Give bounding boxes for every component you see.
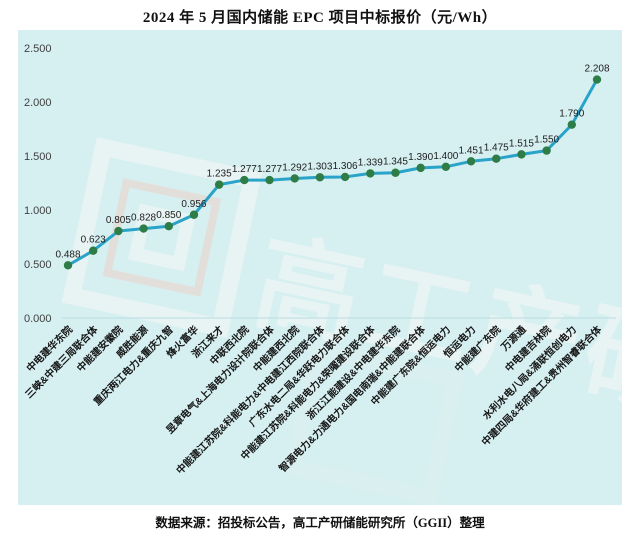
data-source-note: 数据来源：招投标公告，高工产研储能研究所（GGII）整理 [155, 516, 485, 530]
chart-area: 高工产研 0.000 0.500 1.000 1.500 2.000 2.500 中电建华… [18, 30, 622, 505]
watermark-ghost-square [283, 340, 465, 505]
price-line [66, 78, 599, 267]
data-point-marker [567, 120, 577, 129]
data-point-value: 1.451 [459, 145, 484, 156]
data-point-marker [164, 222, 173, 231]
data-point-marker [189, 210, 199, 219]
data-point-marker [139, 224, 148, 233]
watermark: 高工产研 [61, 137, 622, 505]
data-point-value: 1.345 [383, 157, 408, 168]
data-point-marker [542, 146, 551, 155]
data-point-marker [315, 173, 325, 182]
y-tick-label: 2.500 [24, 43, 52, 55]
watermark-logo-inner-square [128, 203, 196, 272]
data-point-value: 1.277 [257, 164, 282, 175]
data-point-value: 1.515 [509, 138, 534, 149]
data-point-marker [214, 180, 224, 189]
data-point-marker [114, 226, 123, 236]
data-point-value: 1.235 [207, 169, 232, 180]
data-point-marker [517, 150, 526, 159]
data-point-value: 1.550 [534, 135, 559, 146]
y-axis-labels: 0.000 0.500 1.000 1.500 2.000 2.500 [24, 43, 616, 325]
data-point-marker [63, 261, 73, 270]
data-point-marker [290, 174, 299, 183]
data-point-marker [340, 172, 350, 182]
data-point-marker [265, 175, 274, 185]
data-point-value: 1.339 [358, 157, 383, 168]
y-tick-label: 0.500 [24, 259, 52, 271]
data-point-value: 0.956 [181, 199, 206, 210]
data-point-markers [63, 75, 602, 270]
data-point-value: 1.277 [232, 164, 257, 175]
data-point-value: 0.623 [81, 235, 106, 246]
data-point-value: 2.208 [584, 64, 609, 75]
data-point-value: 0.850 [156, 210, 181, 221]
data-point-marker [592, 75, 602, 84]
data-point-marker [366, 169, 375, 178]
watermark-logo-outer-square [61, 137, 263, 338]
data-point-marker [416, 163, 425, 173]
data-point-value: 0.805 [106, 215, 131, 226]
y-tick-label: 0.000 [24, 313, 52, 325]
y-tick-label: 1.500 [24, 151, 52, 163]
data-point-marker [441, 162, 451, 171]
data-point-marker [391, 168, 400, 177]
y-tick-label: 2.000 [24, 97, 52, 109]
chart-title: 2024 年 5 月国内储能 EPC 项目中标报价（元/Wh） [142, 10, 498, 26]
price-polyline [66, 78, 599, 267]
data-point-value: 1.292 [282, 162, 307, 173]
data-point-value: 1.390 [408, 152, 433, 163]
data-point-marker [492, 154, 501, 163]
data-point-value: 1.303 [307, 161, 332, 172]
y-tick-label: 1.000 [24, 205, 52, 217]
data-point-value: 0.828 [131, 213, 156, 224]
data-point-value: 1.306 [333, 161, 358, 172]
data-point-value: 1.400 [433, 151, 458, 162]
data-point-value: 1.475 [484, 143, 509, 154]
data-point-value: 0.488 [55, 249, 80, 260]
data-point-marker [240, 175, 249, 185]
data-point-marker [88, 246, 98, 255]
data-point-value: 1.790 [559, 109, 584, 120]
data-point-marker [466, 157, 476, 166]
